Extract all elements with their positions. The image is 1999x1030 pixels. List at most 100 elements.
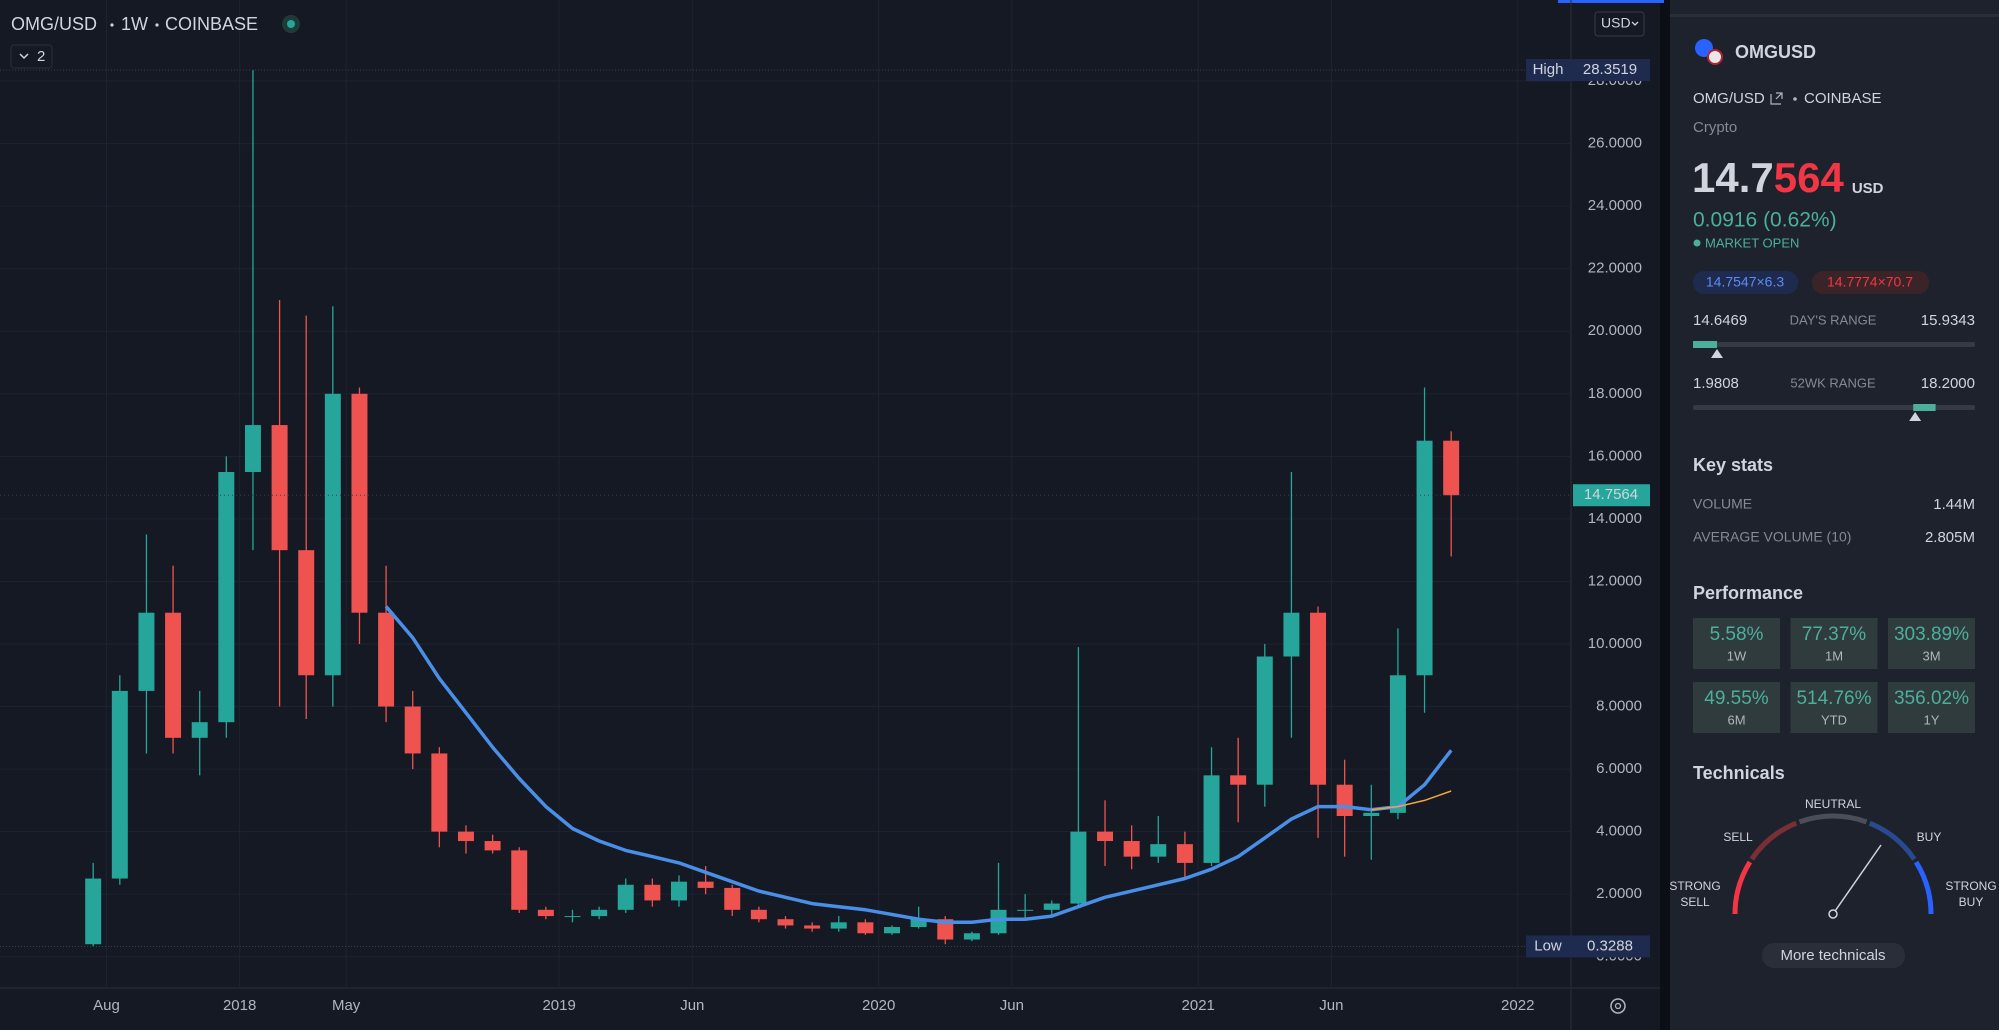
candle-body (138, 612, 155, 691)
candle-body (724, 887, 741, 910)
y-tick-label: 26.0000 (1588, 135, 1642, 152)
range-marker (1710, 349, 1723, 358)
y-tick-label: 18.0000 (1588, 385, 1642, 402)
indicators-toggle[interactable] (10, 44, 53, 69)
performance-tile[interactable] (1693, 618, 1780, 669)
x-tick-label: 2021 (1182, 997, 1215, 1014)
chevron (19, 53, 29, 60)
pair[interactable]: OMG/USD (1693, 90, 1765, 107)
gauge-pivot (1828, 909, 1838, 919)
technicals-title: Technicals (1693, 763, 1785, 783)
selection-bar (1558, 0, 1664, 3)
badge-value: 0.3288 (1587, 937, 1633, 954)
badge-label-bg (1526, 935, 1571, 958)
gauge-arc (1798, 813, 1868, 825)
y-tick-label: 8.0000 (1596, 698, 1642, 715)
candle-body (511, 850, 528, 910)
candle-body (298, 550, 315, 676)
bid-pill (1693, 271, 1798, 294)
y-tick-label: 24.0000 (1588, 197, 1642, 214)
candle-body (457, 831, 474, 842)
candle-body (484, 841, 501, 851)
panel-top-line (1670, 14, 1999, 17)
candle-body (1283, 612, 1300, 657)
external-link-icon[interactable] (1770, 92, 1783, 105)
performance-tile[interactable] (1693, 682, 1780, 733)
performance-period: 1Y (1924, 712, 1940, 727)
price-tail: 564 (1774, 154, 1845, 201)
range-low: 14.6469 (1693, 312, 1747, 329)
candle-body (324, 393, 341, 676)
performance-tile[interactable] (1888, 682, 1975, 733)
gauge-label: STRONG (1945, 879, 1996, 893)
range-label: DAY'S RANGE (1790, 312, 1877, 327)
chevron (1631, 21, 1639, 26)
ask: 14.7774×70.7 (1827, 274, 1913, 290)
candle-body (191, 722, 208, 738)
performance-value: 77.37% (1802, 624, 1867, 645)
candle-body (777, 919, 794, 926)
interval[interactable]: 1W (121, 14, 148, 34)
panel-content: VOLUME 1.44M AVERAGE VOLUME (10) 2.805M 5.58… (1669, 496, 1997, 915)
candle-body (830, 922, 847, 929)
y-tick-label: 2.0000 (1596, 885, 1642, 902)
candle-body (937, 919, 954, 940)
candle-body (644, 884, 661, 901)
candle-body (990, 909, 1007, 934)
currency-select[interactable] (1594, 11, 1645, 37)
gauge-label: SELL (1723, 830, 1753, 844)
last-price: 14.7564 (1584, 486, 1638, 503)
gauge-arc (1732, 860, 1753, 915)
y-tick-label: 10.0000 (1588, 635, 1642, 652)
key-stats-title: Key stats (1693, 455, 1773, 475)
candle-body (244, 425, 261, 472)
indicator-count: 2 (37, 48, 45, 65)
performance-tile[interactable] (1790, 618, 1878, 669)
candle-body (431, 753, 448, 832)
panel-symbol: OMGUSD (1735, 42, 1816, 62)
more-technicals-button[interactable] (1762, 943, 1905, 968)
stat-label: VOLUME (1693, 496, 1752, 512)
gauge-label: SELL (1680, 895, 1710, 909)
badge-value-bg (1571, 935, 1650, 958)
y-tick-label: 14.0000 (1588, 510, 1642, 527)
performance-period: 1W (1727, 648, 1747, 663)
candle-body (218, 471, 235, 723)
flag-icon (1707, 49, 1723, 65)
candle-body (1230, 775, 1247, 785)
candle-body (564, 916, 581, 918)
candle-body (1363, 812, 1380, 816)
ask-pill (1812, 271, 1929, 294)
symbol: OMG/USD (11, 14, 97, 34)
candle-body (271, 425, 288, 551)
candle-body (1123, 841, 1140, 857)
x-tick-label: Jun (1000, 997, 1024, 1014)
candle-body (1017, 909, 1034, 911)
range-track (1693, 342, 1975, 347)
settings-icon[interactable] (1610, 998, 1626, 1014)
range-high: 18.2000 (1921, 375, 1975, 392)
gear-hub (1614, 1002, 1622, 1010)
performance-value: 49.55% (1704, 688, 1769, 709)
category: Crypto (1693, 119, 1737, 136)
candle-body (1070, 831, 1087, 904)
badge-value-bg (1571, 59, 1650, 82)
performance-tile[interactable] (1888, 618, 1975, 669)
divider (1660, 0, 1670, 1030)
candle-body (697, 881, 714, 888)
candle-body (404, 706, 421, 754)
candle-body (617, 884, 634, 910)
y-tick-label: 16.0000 (1588, 447, 1642, 464)
candle-body (1336, 784, 1353, 816)
candle-body (1416, 440, 1433, 676)
change: 0.0916 (0.62%) (1693, 209, 1837, 232)
gear (1610, 998, 1626, 1014)
candle-body (857, 922, 874, 934)
candle-body (1256, 656, 1273, 785)
candle-body (1310, 612, 1327, 785)
candle-body (1443, 440, 1460, 496)
status-dot (287, 20, 295, 28)
performance-tile[interactable] (1790, 682, 1878, 733)
last-price-bg (1573, 484, 1650, 507)
